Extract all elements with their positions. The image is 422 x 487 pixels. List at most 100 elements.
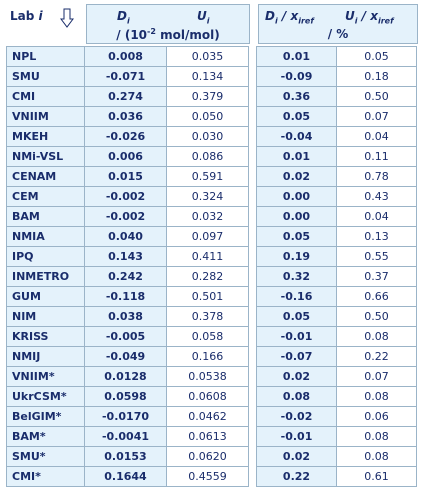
lab-cell: NPL xyxy=(6,46,85,67)
column-gap xyxy=(248,146,257,167)
table-row: VNIIM* 0.0128 0.0538 0.02 0.07 xyxy=(6,366,417,387)
table-row: NIM 0.038 0.378 0.05 0.50 xyxy=(6,306,417,327)
rel-di-cell: 0.00 xyxy=(256,206,337,227)
di-cell: 0.015 xyxy=(84,166,167,187)
table-row: SMU -0.071 0.134 -0.09 0.18 xyxy=(6,66,417,87)
di-cell: -0.049 xyxy=(84,346,167,367)
results-table-group2: VNIIM* 0.0128 0.0538 0.02 0.07 UkrCSM* 0.0598 0… xyxy=(6,366,417,487)
table-row: IPQ 0.143 0.411 0.19 0.55 xyxy=(6,246,417,267)
di-cell: 0.038 xyxy=(84,306,167,327)
results-table-group1: NPL 0.008 0.035 0.01 0.05 SMU -0.071 0.134 -0.09… xyxy=(6,46,417,367)
ui-cell: 0.134 xyxy=(166,66,249,87)
rel-ui-cell: 0.43 xyxy=(336,186,417,207)
table-row: BAM* -0.0041 0.0613 -0.01 0.08 xyxy=(6,426,417,447)
rel-ui-cell: 0.08 xyxy=(336,446,417,467)
rel-di-cell: 0.02 xyxy=(256,366,337,387)
lab-cell: IPQ xyxy=(6,246,85,267)
lab-cell: NMIA xyxy=(6,226,85,247)
ui-cell: 0.050 xyxy=(166,106,249,127)
lab-column-header: Lab i xyxy=(6,4,86,44)
di-cell: -0.118 xyxy=(84,286,167,307)
table-row: MKEH -0.026 0.030 -0.04 0.04 xyxy=(6,126,417,147)
rel-di-cell: -0.09 xyxy=(256,66,337,87)
lab-cell: BAM* xyxy=(6,426,85,447)
ui-cell: 0.379 xyxy=(166,86,249,107)
rel-di-cell: 0.02 xyxy=(256,446,337,467)
rel-di-cell: 0.00 xyxy=(256,186,337,207)
rel-ui-header: Ui / xiref xyxy=(345,9,394,26)
rel-ui-cell: 0.50 xyxy=(336,306,417,327)
rel-di-header: Di / xiref xyxy=(265,9,314,26)
ui-cell: 0.0538 xyxy=(166,366,249,387)
rel-ui-cell: 0.61 xyxy=(336,466,417,487)
table-row: NMIJ -0.049 0.166 -0.07 0.22 xyxy=(6,346,417,367)
rel-di-cell: 0.19 xyxy=(256,246,337,267)
column-gap xyxy=(248,446,257,467)
column-gap xyxy=(248,126,257,147)
table-row: INMETRO 0.242 0.282 0.32 0.37 xyxy=(6,266,417,287)
table-row: NPL 0.008 0.035 0.01 0.05 xyxy=(6,46,417,67)
table-row: NMi-VSL 0.006 0.086 0.01 0.11 xyxy=(6,146,417,167)
lab-cell: KRISS xyxy=(6,326,85,347)
ui-cell: 0.591 xyxy=(166,166,249,187)
absolute-header: Di Ui / (10-2 mol/mol) xyxy=(86,4,250,44)
rel-ui-cell: 0.13 xyxy=(336,226,417,247)
ui-cell: 0.032 xyxy=(166,206,249,227)
di-cell: 0.040 xyxy=(84,226,167,247)
di-cell: -0.026 xyxy=(84,126,167,147)
column-gap xyxy=(248,106,257,127)
ui-cell: 0.411 xyxy=(166,246,249,267)
table-row: KRISS -0.005 0.058 -0.01 0.08 xyxy=(6,326,417,347)
column-gap xyxy=(248,386,257,407)
table-row: BAM -0.002 0.032 0.00 0.04 xyxy=(6,206,417,227)
table-row: GUM -0.118 0.501 -0.16 0.66 xyxy=(6,286,417,307)
rel-ui-cell: 0.18 xyxy=(336,66,417,87)
relative-unit-header: / % xyxy=(327,27,349,41)
ui-header: Ui xyxy=(197,9,210,26)
rel-ui-cell: 0.11 xyxy=(336,146,417,167)
lab-cell: MKEH xyxy=(6,126,85,147)
table-row: VNIIM 0.036 0.050 0.05 0.07 xyxy=(6,106,417,127)
lab-cell: CMI xyxy=(6,86,85,107)
column-gap xyxy=(248,406,257,427)
rel-di-cell: 0.36 xyxy=(256,86,337,107)
column-gap xyxy=(248,206,257,227)
ui-cell: 0.0613 xyxy=(166,426,249,447)
rel-di-cell: 0.08 xyxy=(256,386,337,407)
ui-cell: 0.058 xyxy=(166,326,249,347)
rel-ui-cell: 0.37 xyxy=(336,266,417,287)
column-gap xyxy=(248,286,257,307)
ui-cell: 0.0608 xyxy=(166,386,249,407)
di-cell: 0.008 xyxy=(84,46,167,67)
arrow-down-icon xyxy=(60,8,74,28)
table-row: CENAM 0.015 0.591 0.02 0.78 xyxy=(6,166,417,187)
rel-ui-cell: 0.08 xyxy=(336,326,417,347)
table-row: NMIA 0.040 0.097 0.05 0.13 xyxy=(6,226,417,247)
column-gap xyxy=(248,306,257,327)
lab-cell: CMI* xyxy=(6,466,85,487)
rel-ui-cell: 0.04 xyxy=(336,206,417,227)
rel-ui-cell: 0.50 xyxy=(336,86,417,107)
column-gap xyxy=(248,226,257,247)
di-cell: 0.242 xyxy=(84,266,167,287)
rel-di-cell: -0.01 xyxy=(256,426,337,447)
di-cell: -0.0041 xyxy=(84,426,167,447)
di-cell: -0.005 xyxy=(84,326,167,347)
ui-cell: 0.035 xyxy=(166,46,249,67)
di-cell: 0.1644 xyxy=(84,466,167,487)
rel-di-cell: -0.04 xyxy=(256,126,337,147)
table-header: Lab i Di Ui / (10-2 mol/mol) Di / xiref … xyxy=(4,4,418,44)
ui-cell: 0.097 xyxy=(166,226,249,247)
column-gap xyxy=(248,86,257,107)
column-gap xyxy=(248,466,257,487)
rel-ui-cell: 0.06 xyxy=(336,406,417,427)
ui-cell: 0.282 xyxy=(166,266,249,287)
ui-cell: 0.030 xyxy=(166,126,249,147)
lab-cell: BelGIM* xyxy=(6,406,85,427)
rel-ui-cell: 0.55 xyxy=(336,246,417,267)
lab-cell: SMU xyxy=(6,66,85,87)
rel-di-cell: 0.01 xyxy=(256,46,337,67)
ui-cell: 0.166 xyxy=(166,346,249,367)
di-cell: 0.0153 xyxy=(84,446,167,467)
table-row: BelGIM* -0.0170 0.0462 -0.02 0.06 xyxy=(6,406,417,427)
